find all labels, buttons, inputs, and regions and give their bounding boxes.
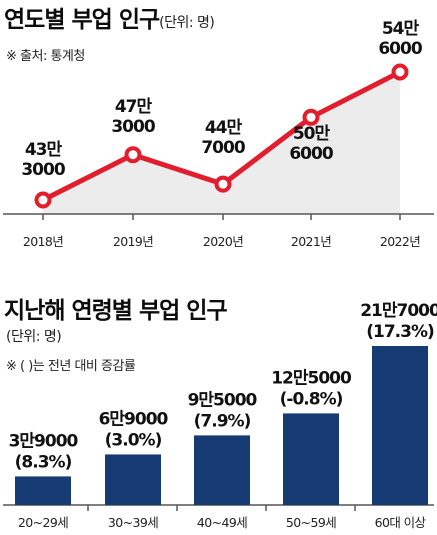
data-label: 54만 [382,19,420,39]
x-tick-label: 50~59세 [286,515,336,530]
x-tick-label: 2021년 [291,234,331,249]
data-point [302,108,320,126]
data-label: 7000 [201,138,245,158]
data-label: 3000 [21,160,65,180]
bar [372,346,428,505]
bar [105,454,161,505]
line-chart-title-text: 연도별 부업 인구 [4,7,160,33]
change-rate-label: (-0.8%) [280,389,343,409]
change-rate-label: (7.9%) [194,411,251,431]
data-label: 50만 [293,124,331,144]
data-label: 6000 [289,144,333,164]
x-tick-label: 2018년 [23,234,63,249]
line-chart-title: 연도별 부업 인구(단위: 명) [4,0,215,34]
line-chart-unit: (단위: 명) [159,15,215,31]
change-rate-label: (17.3%) [366,322,434,342]
x-tick-label: 40~49세 [197,515,247,530]
data-label: 21만7000 [360,301,437,321]
source-note: ※ 출처: 통계청 [6,49,85,64]
data-label: 6만9000 [99,409,169,429]
data-label: 9만5000 [188,390,258,410]
data-label: 3만9000 [9,431,79,451]
x-tick-label: 2020년 [203,234,243,249]
x-tick-label: 60대 이상 [375,515,427,530]
bar-chart-unit: (단위: 명) [6,329,62,345]
change-rate-label: (3.0%) [105,430,162,450]
x-tick-label: 2022년 [380,234,420,249]
bar [283,413,339,505]
change-rate-label: (8.3%) [15,452,72,472]
x-tick-label: 30~39세 [108,515,158,530]
x-tick-label: 2019년 [113,234,153,249]
data-point [214,175,232,193]
change-rate-note: ※ ( )는 전년 대비 증감률 [6,359,136,374]
data-point [34,191,52,209]
data-label: 12만5000 [271,368,352,388]
bar [194,435,250,505]
data-point [391,63,409,81]
bar-chart-title: 지난해 연령별 부업 인구 [4,298,228,324]
data-label: 47만 [115,97,153,117]
data-label: 3000 [111,117,155,137]
line-chart-area [43,72,400,214]
bar [15,476,71,505]
data-label: 44만 [205,118,243,138]
x-tick-label: 20~29세 [18,515,68,530]
data-label: 43만 [25,140,63,160]
data-point [124,146,142,164]
data-label: 6000 [378,39,422,59]
